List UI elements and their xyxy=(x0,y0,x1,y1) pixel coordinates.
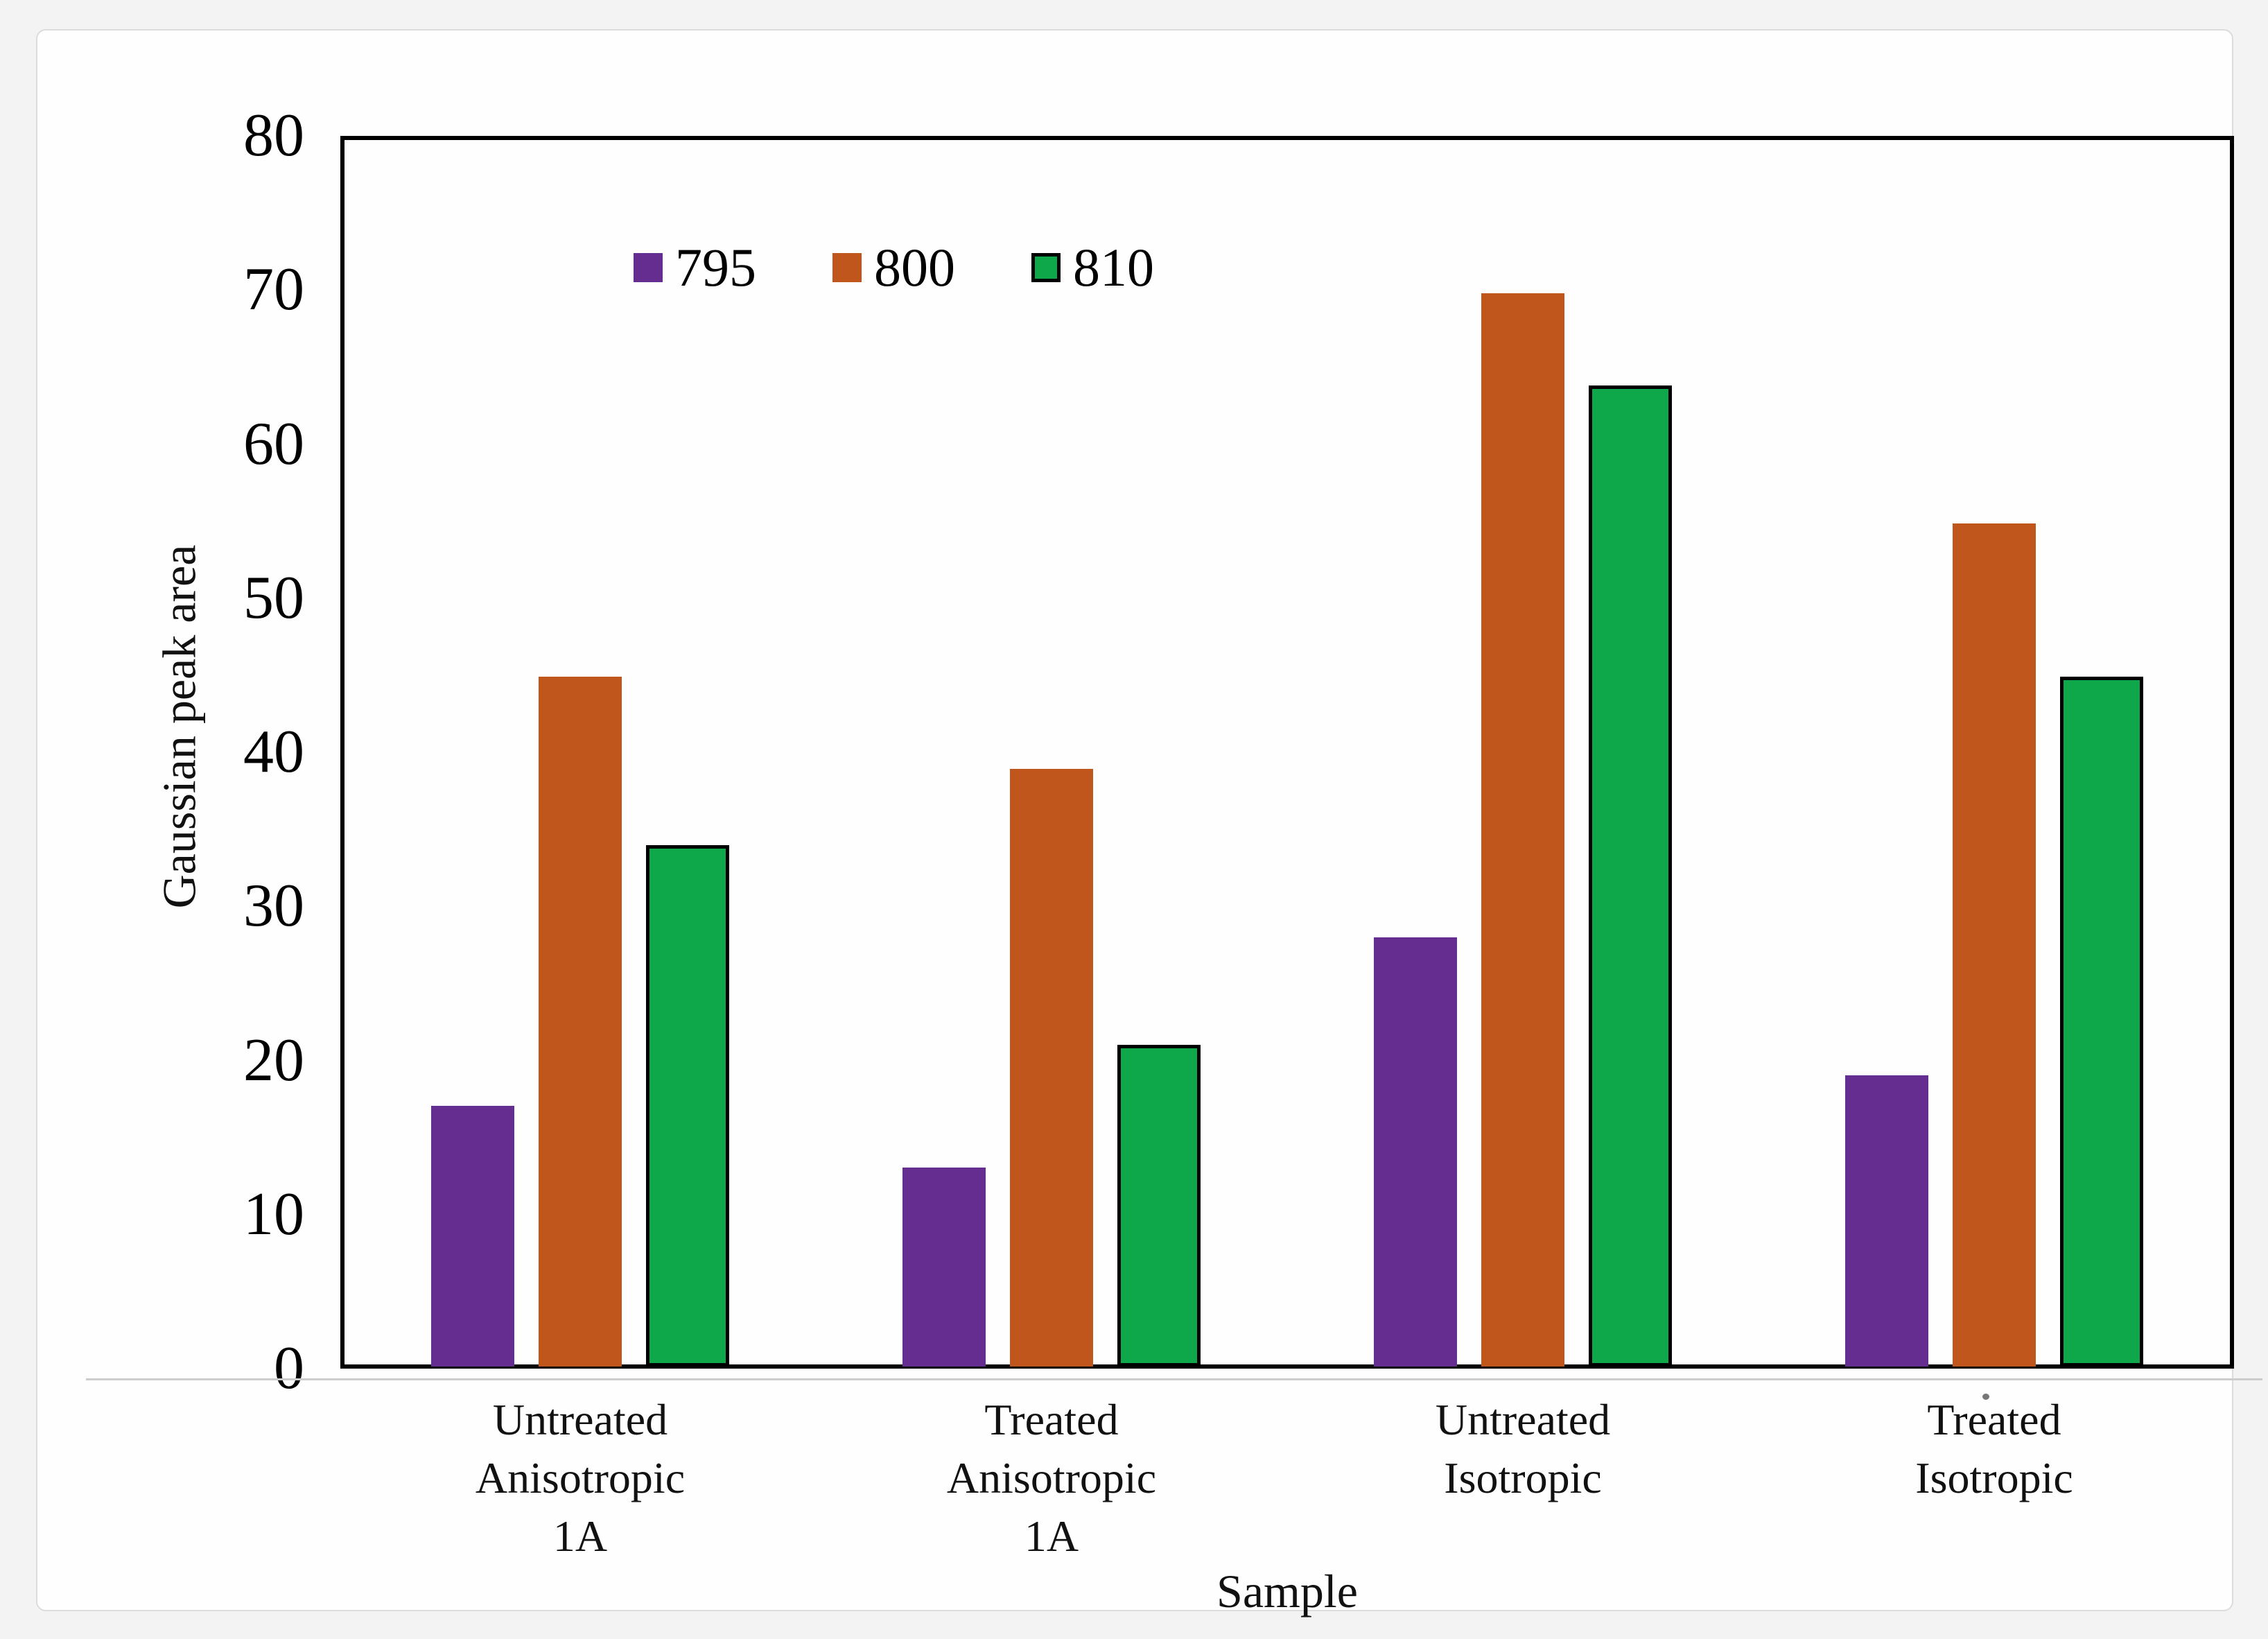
legend-label-795: 795 xyxy=(675,237,756,297)
bar-800-treated-anisotropic-1a xyxy=(1010,769,1093,1367)
legend-item-800: 800 xyxy=(832,239,955,297)
x-category-label-untreated-isotropic: Untreated Isotropic xyxy=(1435,1395,1611,1502)
legend-item-795: 795 xyxy=(634,239,756,297)
bar-810-treated-isotropic xyxy=(2060,677,2143,1367)
x-category-label-treated-isotropic: Treated Isotropic xyxy=(1915,1395,2073,1502)
chart-card: Gaussian peak area 80 70 60 50 40 30 20 10 0 795… xyxy=(36,29,2262,1618)
legend-swatch-795 xyxy=(634,253,663,282)
legend-label-800: 800 xyxy=(874,237,955,297)
bar-group-treated-isotropic xyxy=(1759,140,2230,1367)
x-category-label-untreated-anisotropic-1a: Untreated Anisotropic 1A xyxy=(475,1395,686,1561)
y-tick-label-70: 70 xyxy=(243,256,304,324)
y-tick-label-20: 20 xyxy=(243,1026,304,1094)
bar-group-treated-anisotropic-1a xyxy=(816,140,1287,1367)
legend-label-810: 810 xyxy=(1073,237,1154,297)
x-category-label-treated-anisotropic-1a: Treated Anisotropic 1A xyxy=(946,1395,1157,1561)
bar-795-untreated-isotropic xyxy=(1374,937,1457,1367)
bar-810-untreated-anisotropic-1a xyxy=(646,845,729,1367)
baseline-shadow-line xyxy=(86,1378,2262,1380)
x-axis-title: Sample xyxy=(1216,1565,1358,1618)
y-tick-label-60: 60 xyxy=(243,410,304,478)
chart-legend: 795 800 810 xyxy=(634,239,1154,297)
y-tick-label-80: 80 xyxy=(243,102,304,169)
y-tick-label-40: 40 xyxy=(243,718,304,786)
legend-swatch-800 xyxy=(832,253,862,282)
bar-795-untreated-anisotropic-1a xyxy=(431,1106,514,1367)
bar-group-untreated-anisotropic-1a xyxy=(344,140,816,1367)
y-tick-label-50: 50 xyxy=(243,564,304,632)
bar-800-untreated-isotropic xyxy=(1481,293,1564,1367)
speck-artifact xyxy=(1982,1394,1989,1400)
plot-area-frame xyxy=(340,136,2234,1369)
bar-group-untreated-isotropic xyxy=(1287,140,1759,1367)
bar-810-untreated-isotropic xyxy=(1589,385,1672,1367)
y-tick-label-10: 10 xyxy=(243,1180,304,1248)
bar-795-treated-isotropic xyxy=(1845,1075,1928,1367)
legend-swatch-810 xyxy=(1031,253,1061,282)
bar-810-treated-anisotropic-1a xyxy=(1117,1045,1201,1367)
bar-795-treated-anisotropic-1a xyxy=(902,1168,986,1367)
bar-800-treated-isotropic xyxy=(1953,523,2036,1367)
y-tick-label-0: 0 xyxy=(274,1335,304,1402)
y-tick-label-30: 30 xyxy=(243,872,304,940)
legend-item-810: 810 xyxy=(1031,239,1154,297)
bar-800-untreated-anisotropic-1a xyxy=(539,677,622,1367)
